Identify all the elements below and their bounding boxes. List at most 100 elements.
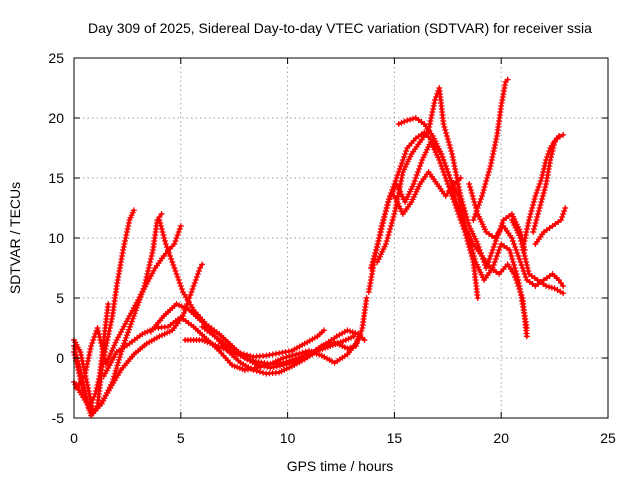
- data-point: [548, 284, 555, 291]
- data-point: [459, 217, 466, 223]
- data-point: [112, 367, 119, 374]
- x-tick-label: 20: [493, 430, 509, 446]
- data-point: [146, 262, 153, 268]
- data-point: [560, 290, 567, 297]
- data-point: [144, 271, 151, 277]
- data-point: [108, 319, 115, 325]
- data-point: [468, 253, 475, 259]
- data-point: [190, 283, 197, 289]
- series-track-5: [73, 223, 184, 391]
- data-point: [484, 175, 491, 181]
- data-point: [467, 184, 473, 190]
- data-point: [112, 351, 119, 358]
- data-point: [368, 262, 375, 268]
- data-point: [441, 160, 448, 166]
- data-point: [384, 202, 391, 208]
- data-point: [486, 166, 493, 172]
- data-point: [162, 241, 169, 247]
- data-point: [158, 223, 164, 229]
- data-point: [344, 327, 351, 334]
- series-track-17: [470, 76, 511, 223]
- data-point: [511, 265, 518, 271]
- data-point: [537, 178, 544, 184]
- data-point: [292, 356, 299, 362]
- data-point: [536, 181, 543, 187]
- data-point: [467, 250, 474, 256]
- data-point: [257, 363, 264, 370]
- data-point: [445, 139, 452, 145]
- data-point: [393, 175, 400, 181]
- data-point: [483, 178, 490, 184]
- data-point: [407, 116, 414, 123]
- x-tick-label: 15: [387, 430, 403, 446]
- series-track-6: [156, 217, 370, 371]
- data-point: [249, 357, 256, 364]
- data-point: [441, 124, 448, 130]
- data-point: [442, 127, 449, 133]
- data-point: [111, 370, 118, 377]
- data-point: [148, 253, 155, 259]
- data-point: [530, 229, 537, 235]
- data-point: [93, 385, 100, 391]
- data-point: [371, 253, 378, 259]
- data-point: [443, 133, 450, 139]
- data-point: [102, 392, 109, 399]
- data-point: [181, 310, 187, 316]
- data-point: [520, 241, 527, 247]
- data-point: [446, 142, 453, 148]
- data-point: [479, 190, 486, 196]
- data-point: [487, 253, 494, 259]
- data-point: [382, 211, 389, 217]
- data-point: [378, 226, 385, 232]
- data-point: [488, 250, 495, 256]
- data-point: [548, 151, 555, 157]
- data-point: [192, 277, 199, 283]
- data-point: [88, 399, 95, 406]
- data-point: [457, 211, 464, 217]
- data-point: [399, 157, 406, 163]
- data-point: [439, 154, 446, 160]
- data-point: [440, 121, 447, 127]
- data-point: [111, 373, 118, 380]
- data-point: [299, 349, 306, 356]
- x-tick-label: 25: [600, 430, 616, 446]
- data-point: [93, 388, 100, 394]
- data-point: [457, 193, 464, 199]
- data-point: [533, 217, 540, 223]
- data-point: [513, 277, 520, 283]
- data-point: [94, 325, 101, 331]
- y-tick-label: 0: [56, 350, 64, 366]
- data-point: [109, 347, 115, 354]
- data-point: [508, 235, 515, 241]
- data-point: [472, 211, 479, 217]
- data-point: [100, 397, 107, 404]
- data-point: [361, 337, 368, 343]
- data-point: [367, 265, 374, 271]
- data-point: [523, 259, 530, 265]
- data-point: [256, 368, 263, 375]
- data-point: [86, 352, 93, 358]
- data-point: [381, 214, 388, 220]
- data-point: [94, 382, 101, 388]
- data-point: [158, 211, 165, 217]
- data-point: [402, 151, 409, 157]
- data-point: [124, 226, 131, 232]
- data-point: [289, 352, 296, 359]
- data-point: [264, 361, 271, 368]
- x-tick-label: 5: [177, 430, 185, 446]
- data-point: [91, 393, 98, 400]
- data-point: [89, 396, 96, 403]
- data-point: [88, 343, 95, 349]
- data-point: [469, 256, 476, 262]
- data-point: [440, 157, 447, 163]
- data-point: [481, 184, 488, 190]
- data-point: [515, 283, 522, 289]
- data-point: [178, 286, 185, 292]
- data-point: [409, 115, 416, 122]
- data-point: [480, 187, 487, 193]
- y-tick-label: 20: [48, 110, 64, 126]
- data-point: [379, 223, 386, 229]
- data-point: [541, 187, 548, 193]
- data-point: [120, 247, 127, 253]
